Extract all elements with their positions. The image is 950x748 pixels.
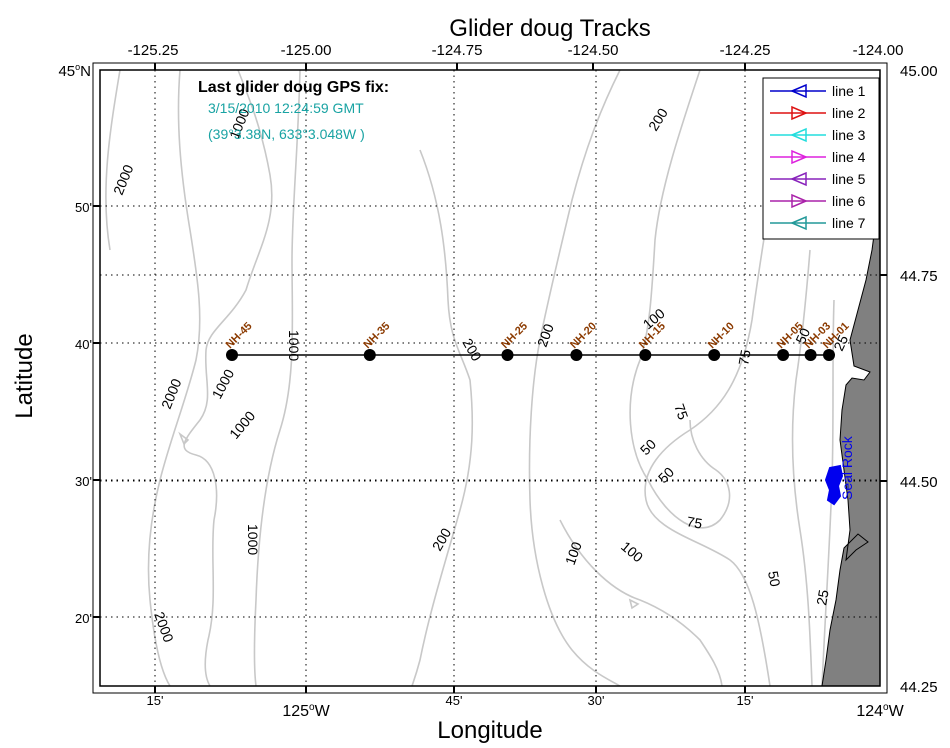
contour-2000-b [147,69,201,687]
bottom-tick-125w: 125oW [282,702,330,720]
station-marker [639,349,652,361]
bottom-tick-label: 15' [737,693,754,708]
bottom-tick-labels: 15' 45' 30' 15' 125oW 124oW [147,693,905,720]
border-ticks [93,63,887,693]
legend-marker [790,171,807,187]
legend-marker [791,149,808,165]
contour-1000-b [253,69,301,687]
right-tick-label: 44.25 [900,679,938,696]
station-marker [501,349,514,361]
left-tick-label: 40' [75,337,92,352]
legend-entry: line 7 [770,215,866,231]
map-title: Glider doug Tracks [449,15,650,42]
legend-marker [790,215,807,231]
x-axis-label: Longitude [437,717,542,744]
plot-background [100,70,880,686]
legend-entry: line 3 [770,127,866,143]
contour-label: 75 [685,513,703,531]
contour-label: 100 [562,539,585,567]
station-marker [823,349,835,361]
contour-200-a [411,149,474,687]
top-tick-label: -125.25 [128,42,179,59]
legend-marker [791,105,808,121]
contour-seamount [178,431,190,446]
contour-label: 50 [765,570,783,588]
top-tick-label: -125.00 [281,42,332,59]
left-tick-label: 20' [75,611,92,626]
legend-label: line 6 [832,193,866,209]
right-tick-label: 44.50 [900,474,938,491]
legend-box [762,77,880,240]
contour-label: 200 [534,321,557,349]
seal-rock-glider-fix-cluster [824,464,844,506]
station-marker [570,349,583,361]
station-marker [777,349,790,361]
contour-spot [628,598,640,610]
legend-entry: line 5 [770,171,866,187]
outer-border [92,62,888,694]
legend-entry: line 4 [770,149,866,165]
legend-label: line 4 [832,149,866,165]
contour-1000-a [183,69,273,687]
right-tick-label: 45.00 [900,63,938,80]
legend-label: line 7 [832,215,866,231]
station-marker [708,349,721,361]
bottom-tick-label: 45' [446,693,463,708]
legend: line 1 line 2 line 3 line 4 line 5 line 6 line… [762,77,880,240]
left-tick-label: 30' [75,474,92,489]
station-marker [804,349,817,361]
top-tick-label: -124.00 [853,42,904,59]
left-tick-45n: 45oN [58,62,91,80]
left-tick-labels: 45oN 50' 40' 30' 20' [58,62,92,626]
plot-frame [99,69,881,687]
contour-label: 1000 [245,524,261,555]
legend-entry: line 2 [770,105,866,121]
contour-label: 25 [830,332,851,353]
contour-75 [644,139,781,687]
legend-marker [790,127,807,143]
contour-label: 50 [792,325,813,346]
contour-100-b [559,519,723,687]
legend-label: line 2 [832,105,866,121]
contour-200-b [528,69,621,687]
bottom-tick-label: 30' [588,693,605,708]
legend-label: line 5 [832,171,866,187]
contour-50 [791,249,813,687]
contour-2000-nw [105,69,121,251]
station-marker [226,349,238,361]
contour-label: 1000 [286,330,302,361]
legend-entry: line 1 [770,83,866,99]
top-tick-labels: -125.25 -125.00 -124.75 -124.50 -124.25 … [128,42,904,59]
top-tick-label: -124.75 [432,42,483,59]
plot-area: 2000 1000 200 1000 2000 1000 1000 200 20… [99,69,881,687]
map-border [92,62,888,694]
contour-label: 75 [671,402,691,422]
contour-label: 25 [813,588,831,606]
legend-marker [791,193,808,209]
y-axis-label: Latitude [11,333,38,418]
gps-fix-coords: (39°3.38N, 633°3.048W ) [208,126,365,142]
graticule [100,70,880,686]
bottom-tick-label: 15' [147,693,164,708]
top-tick-label: -124.50 [568,42,619,59]
legend-label: line 1 [832,83,866,99]
right-tick-label: 44.75 [900,268,938,285]
legend-label: line 3 [832,127,866,143]
gps-fix-heading: Last glider doug GPS fix: [198,79,389,96]
right-tick-labels: 45.00 44.75 44.50 44.25 [900,63,938,696]
bottom-tick-124w: 124oW [856,702,904,720]
station-marker [363,349,376,361]
top-tick-label: -124.25 [720,42,771,59]
contour-100-a [629,69,731,529]
legend-marker [790,83,807,99]
contour-label: 75 [735,348,753,366]
seal-rock-glider-positions: Seal Rock [824,435,855,506]
legend-entry: line 6 [770,193,866,209]
left-tick-label: 50' [75,200,92,215]
seal-rock-label: Seal Rock [839,435,855,500]
gps-fix-time: 3/15/2010 12:24:59 GMT [208,100,364,116]
gps-fix-info: Last glider doug GPS fix: 3/15/2010 12:2… [198,79,389,142]
coastline-land [821,69,881,687]
